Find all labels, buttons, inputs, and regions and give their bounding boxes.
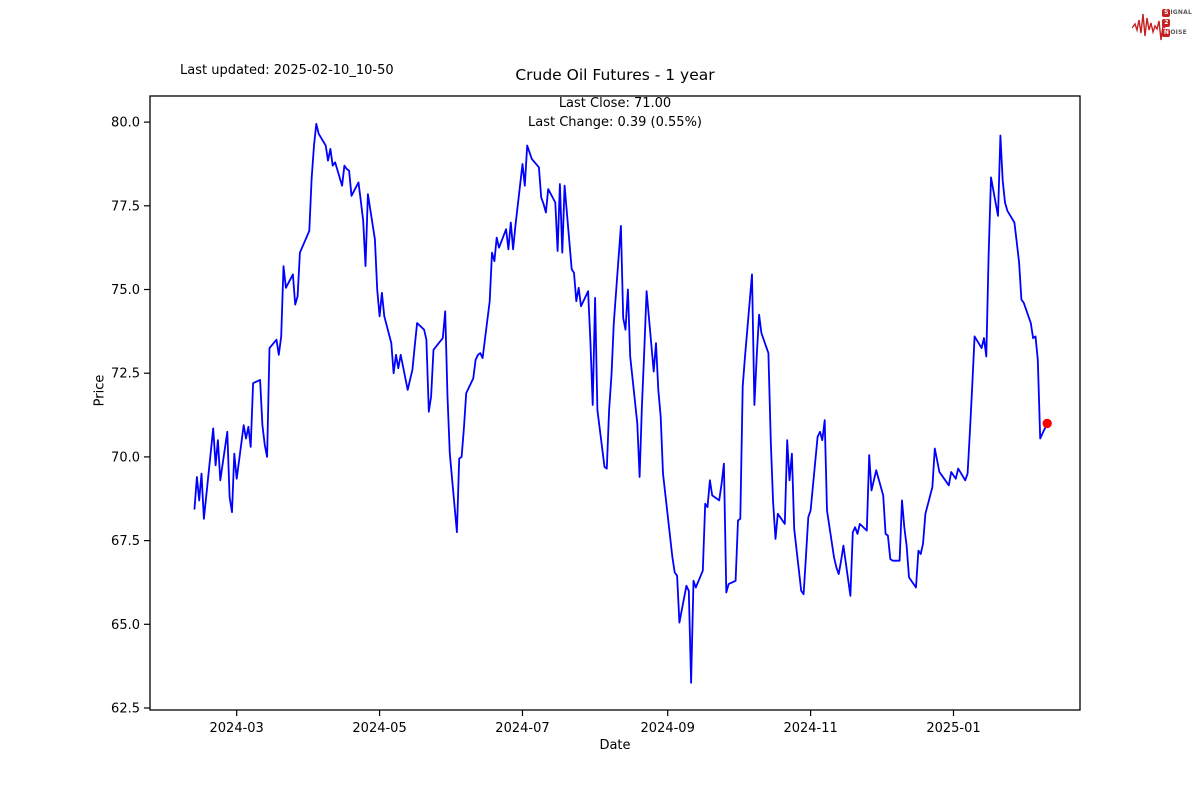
y-tick-label: 77.5 [111,199,140,214]
logo-row-2: 2 [1162,18,1171,27]
y-axis-label: Price [92,374,108,407]
logo-letter-s: S [1162,8,1171,17]
y-tick-label: 80.0 [111,116,140,131]
x-tick-label: 2024-09 [641,721,695,736]
logo-letter-2: 2 [1162,18,1171,27]
x-tick-label: 2025-01 [926,721,980,736]
x-tick-label: 2024-07 [495,721,549,736]
last-close-marker [1042,418,1052,429]
logo-row-noise: N OISE [1162,28,1187,37]
logo-row-signal: S IGNAL [1162,8,1192,17]
signal2noise-logo: S IGNAL 2 N OISE [1132,6,1192,44]
last-close-text: Last Close: 71.00 [558,96,672,111]
x-tick-label: 2024-11 [783,721,837,736]
y-tick-label: 67.5 [111,534,140,549]
y-tick-label: 75.0 [111,283,140,298]
chart-title: Crude Oil Futures - 1 year [515,66,715,84]
last-change-text: Last Change: 0.39 (0.55%) [527,115,702,130]
y-tick-label: 72.5 [111,367,140,382]
y-tick-label: 62.5 [111,701,140,716]
x-tick-label: 2024-05 [352,721,406,736]
x-tick-label: 2024-03 [210,721,264,736]
x-axis-label: Date [599,738,631,753]
y-tick-label: 65.0 [111,618,140,633]
y-tick-label: 70.0 [111,450,140,465]
last-updated-text: Last updated: 2025-02-10_10-50 [180,63,394,78]
heartbeat-waveform-icon [1132,13,1166,41]
price-series-line [193,122,1049,684]
logo-letter-n: N [1162,28,1171,37]
axes-border [149,95,1081,711]
